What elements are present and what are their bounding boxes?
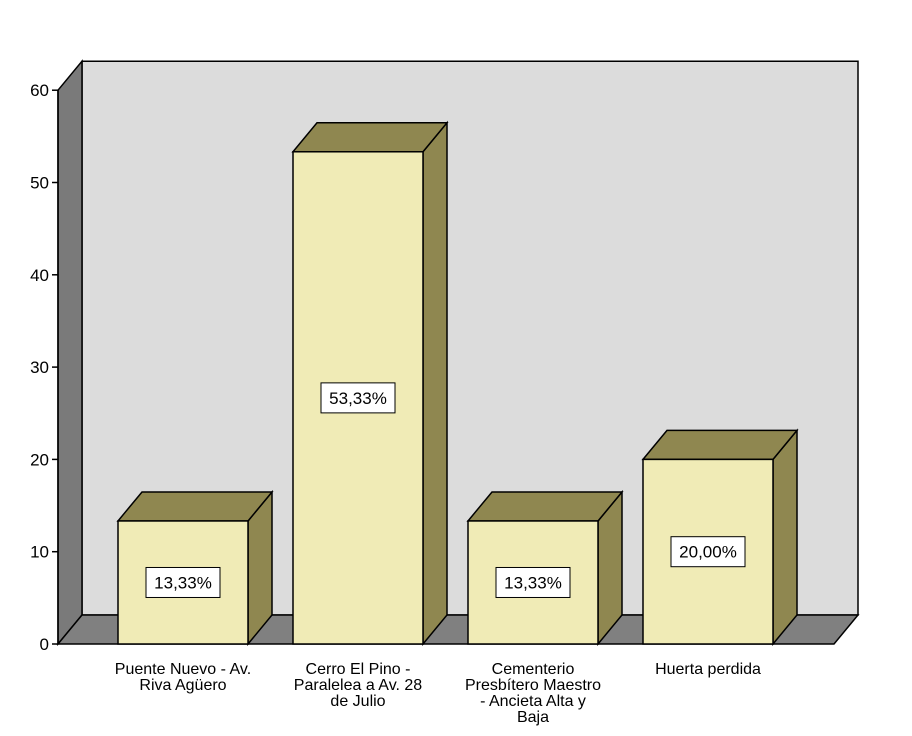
x-tick-label-line: Paralelea a Av. 28 xyxy=(294,677,422,694)
x-tick-label-line: Puente Nuevo - Av. xyxy=(115,661,251,678)
bar: 13,33% xyxy=(466,489,624,647)
bar-top xyxy=(116,491,274,522)
bar-side xyxy=(772,428,798,647)
data-label-box xyxy=(670,536,746,568)
x-tick-label: Cementerio Presbítero Maestro - Ancieta Al… xyxy=(465,661,601,726)
x-tick-label-line: Cerro El Pino - xyxy=(306,661,411,678)
data-label-box xyxy=(145,566,221,598)
x-tick-label-line: de Julio xyxy=(330,693,385,710)
x-tick-label: Puente Nuevo - Av. Riva Agüero xyxy=(115,661,251,694)
x-tick-label-line: Riva Agüero xyxy=(139,677,226,694)
y-tick-label: 60 xyxy=(30,81,49,100)
bar: 20,00% xyxy=(641,428,799,647)
data-label: 20,00% xyxy=(679,543,737,562)
x-tick-label: Cerro El Pino -Paralelea a Av. 28 de Juli… xyxy=(294,661,422,710)
bar-top xyxy=(466,491,624,522)
side-wall xyxy=(57,59,83,647)
data-label: 53,33% xyxy=(329,389,387,408)
y-tick-label: 20 xyxy=(30,450,49,469)
y-tick-label: 50 xyxy=(30,174,49,193)
data-label-box xyxy=(495,566,571,598)
x-tick-label-line: Huerta perdida xyxy=(655,661,761,678)
data-label-box xyxy=(320,382,396,414)
y-axis: 0 10 20 30 40 50 60 xyxy=(30,81,59,654)
data-label: 13,33% xyxy=(504,573,562,592)
bar-side xyxy=(422,120,448,647)
bar: 53,33% xyxy=(291,120,449,647)
y-tick-label: 0 xyxy=(40,635,49,654)
bar-top xyxy=(641,429,799,461)
x-tick-label-line: Baja xyxy=(517,709,549,726)
x-tick-label: Huerta perdida xyxy=(655,661,761,678)
data-label: 13,33% xyxy=(154,573,212,592)
x-tick-label-line: Cementerio xyxy=(492,661,575,678)
bars: 13,33% 53,33% 13,33% 20,00% xyxy=(116,120,799,647)
y-tick-label: 40 xyxy=(30,266,49,285)
y-tick-label: 10 xyxy=(30,543,49,562)
bar-top xyxy=(291,122,449,153)
y-tick-label: 30 xyxy=(30,358,49,377)
x-tick-label-line: - Ancieta Alta y xyxy=(480,693,586,710)
bar: 13,33% xyxy=(116,489,274,647)
x-tick-label-line: Presbítero Maestro xyxy=(465,677,601,694)
x-axis-labels: Puente Nuevo - Av. Riva Agüero Cerro El Pi… xyxy=(115,661,761,726)
